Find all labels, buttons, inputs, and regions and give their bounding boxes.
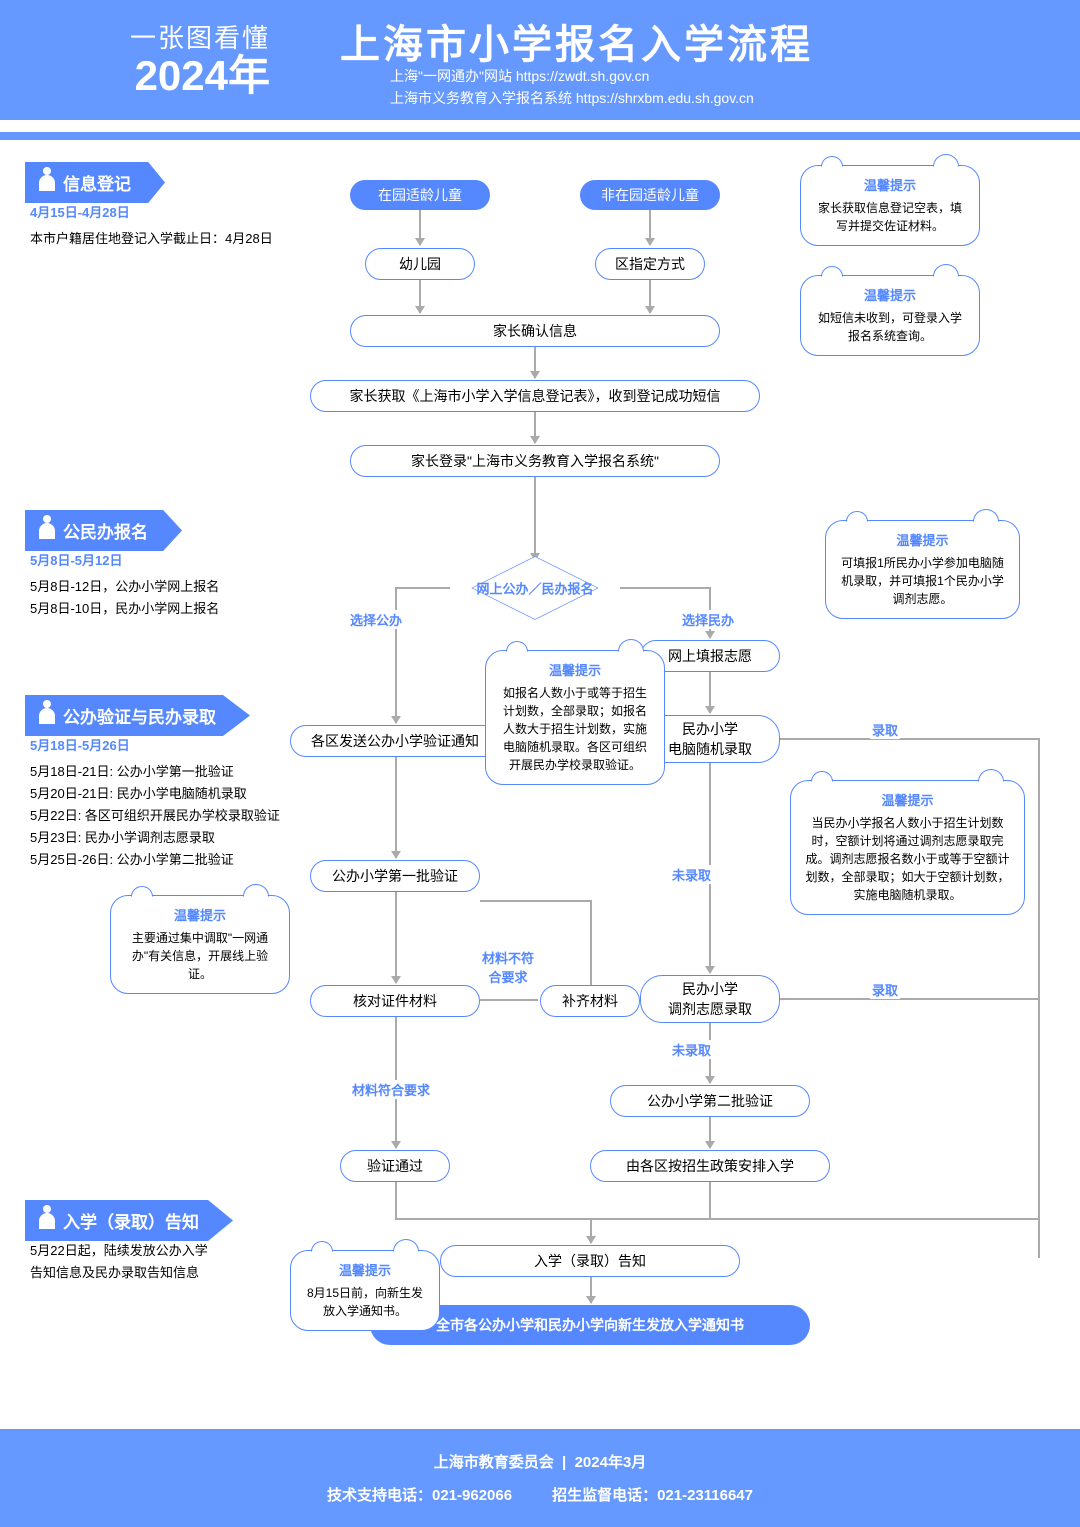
arrow — [534, 345, 536, 378]
arrow — [649, 210, 651, 245]
section-info-4: 5月22日起，陆续发放公办入学 告知信息及民办录取告知信息 — [30, 1240, 290, 1284]
arrow — [395, 890, 397, 983]
line — [395, 587, 450, 589]
node-adjust: 民办小学 调剂志愿录取 — [640, 975, 780, 1023]
section-info-2: 5月8日-5月12日 5月8日-12日，公办小学网上报名 5月8日-10日，民办… — [30, 550, 290, 620]
header-url2: 上海市义务教育入学报名系统 https://shrxbm.edu.sh.gov.… — [390, 87, 754, 109]
arrow — [419, 278, 421, 313]
section-info-3: 5月18日-5月26日 5月18日-21日: 公办小学第一批验证 5月20日-2… — [30, 735, 290, 872]
arrow — [395, 587, 397, 723]
person-icon — [39, 523, 55, 539]
arrow — [395, 755, 397, 858]
line — [780, 998, 1040, 1000]
person-icon — [39, 1213, 55, 1229]
header-subheading: 一张图看懂 — [130, 18, 270, 55]
node-sendnotice: 各区发送公办小学验证通知 — [290, 725, 500, 757]
person-icon — [39, 175, 55, 191]
tip-4: 温馨提示 如报名人数小于或等于招生计划数，全部录取；如报名人数大于招生计划数，实… — [485, 650, 665, 785]
header-title: 上海市小学报名入学流程 — [340, 12, 813, 70]
line — [480, 900, 592, 902]
node-second-verify: 公办小学第二批验证 — [610, 1085, 810, 1117]
line — [590, 900, 592, 985]
node-notinpark: 非在园适龄儿童 — [580, 180, 720, 210]
node-notify: 入学（录取）告知 — [440, 1245, 740, 1277]
arrow — [709, 670, 711, 713]
header-left: 一张图看懂 2024年 — [130, 18, 270, 97]
edge-choose-private: 选择民办 — [680, 610, 736, 629]
node-pass: 验证通过 — [340, 1150, 450, 1182]
edge-admitted-1: 录取 — [870, 720, 900, 739]
edge-not-admitted-2: 未录取 — [670, 1040, 713, 1059]
tip-3: 温馨提示 可填报1所民办小学参加电脑随机录取，并可填报1个民办小学调剂志愿。 — [825, 520, 1020, 619]
line — [395, 1218, 1040, 1220]
arrow — [709, 1115, 711, 1148]
section-tab-2: 公民办报名 — [25, 510, 182, 551]
person-icon — [39, 708, 55, 724]
node-inpark: 在园适龄儿童 — [350, 180, 490, 210]
footer: 上海市教育委员会 | 2024年3月 技术支持电话：021-962066招生监督… — [0, 1429, 1080, 1527]
tip-6: 温馨提示 主要通过集中调取"一网通办"有关信息，开展线上验证。 — [110, 895, 290, 994]
arrow — [534, 475, 536, 560]
node-supplement: 补齐材料 — [540, 985, 640, 1017]
edge-docs-ok: 材料符合要求 — [350, 1080, 432, 1099]
section-tab-3: 公办验证与民办录取 — [25, 695, 250, 736]
edge-docs-fail: 材料不符 合要求 — [480, 948, 536, 986]
node-confirm: 家长确认信息 — [350, 315, 720, 347]
footer-org: 上海市教育委员会 | 2024年3月 — [0, 1451, 1080, 1472]
line — [395, 1180, 397, 1220]
node-getform: 家长获取《上海市小学入学信息登记表》，收到登记成功短信 — [310, 380, 760, 412]
arrow — [419, 210, 421, 245]
node-choice: 网上公办／民办报名 — [445, 558, 625, 618]
line — [709, 1180, 711, 1220]
section-info-1: 4月15日-4月28日 本市户籍居住地登记入学截止日：4月28日 — [30, 202, 290, 250]
tip-1: 温馨提示 家长获取信息登记空表，填写并提交佐证材料。 — [800, 165, 980, 246]
edge-admitted-2: 录取 — [870, 980, 900, 999]
arrow — [534, 410, 536, 443]
header-url1: 上海"一网通办"网站 https://zwdt.sh.gov.cn — [390, 65, 754, 87]
node-login: 家长登录"上海市义务教育入学报名系统" — [350, 445, 720, 477]
header: 一张图看懂 2024年 上海市小学报名入学流程 上海"一网通办"网站 https… — [0, 0, 1080, 120]
node-first-verify: 公办小学第一批验证 — [310, 860, 480, 892]
section-tab-1: 信息登记 — [25, 162, 165, 203]
line — [780, 738, 1040, 740]
arrow — [590, 1275, 592, 1303]
edge-choose-public: 选择公办 — [348, 610, 404, 629]
header-year: 2024年 — [130, 55, 270, 97]
arrow — [649, 278, 651, 313]
header-urls: 上海"一网通办"网站 https://zwdt.sh.gov.cn 上海市义务教… — [390, 65, 754, 110]
tip-7: 温馨提示 8月15日前，向新生发放入学通知书。 — [290, 1250, 440, 1331]
content: 信息登记 4月15日-4月28日 本市户籍居住地登记入学截止日：4月28日 公民… — [0, 140, 1080, 1420]
section-tab-4: 入学（录取）告知 — [25, 1200, 233, 1241]
blue-bar — [0, 132, 1080, 140]
node-kinder: 幼儿园 — [365, 248, 475, 280]
arrow — [590, 1218, 592, 1243]
tip-5: 温馨提示 当民办小学报名人数小于招生计划数时，空额计划将通过调剂志愿录取完成。调… — [790, 780, 1025, 915]
arrow — [480, 999, 538, 1001]
node-district: 区指定方式 — [595, 248, 705, 280]
node-check-docs: 核对证件材料 — [310, 985, 480, 1017]
footer-phones: 技术支持电话：021-962066招生监督电话：021-23116647 — [0, 1484, 1080, 1505]
tip-2: 温馨提示 如短信未收到，可登录入学报名系统查询。 — [800, 275, 980, 356]
line — [620, 587, 710, 589]
edge-not-admitted-1: 未录取 — [670, 865, 713, 884]
node-arrange: 由各区按招生政策安排入学 — [590, 1150, 830, 1182]
